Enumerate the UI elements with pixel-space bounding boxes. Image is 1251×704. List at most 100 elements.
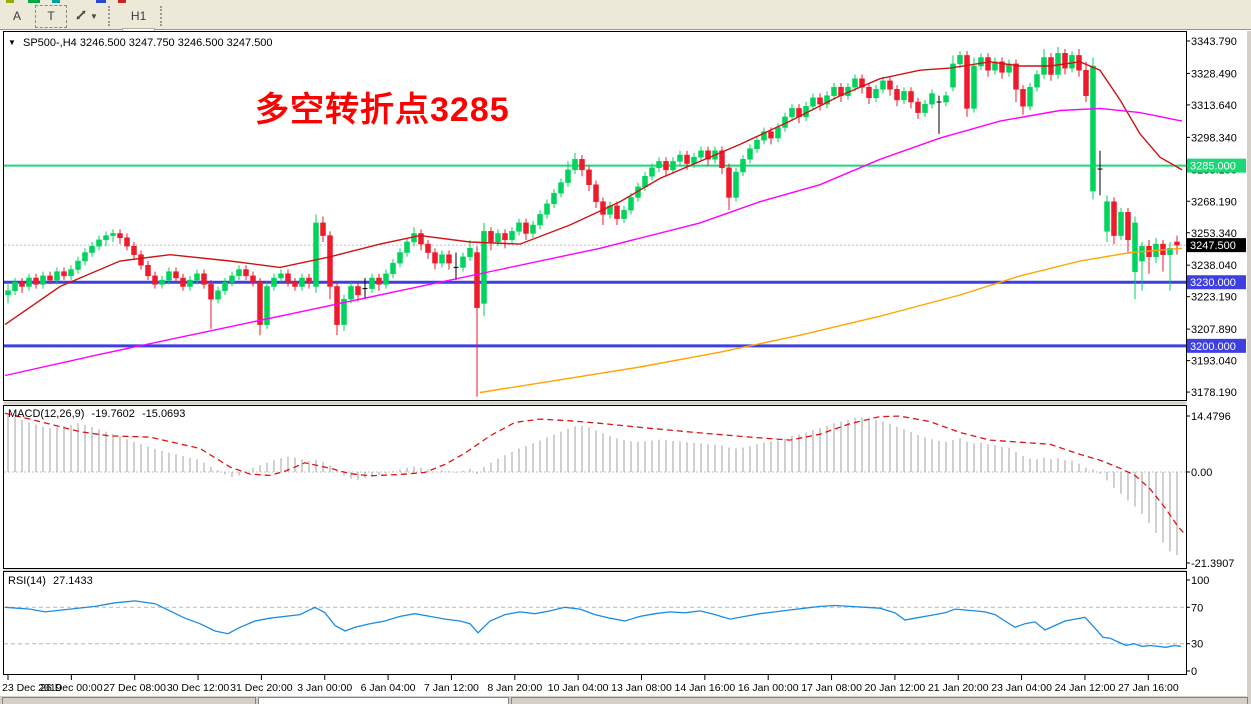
- rsi-panel[interactable]: [3, 571, 1187, 675]
- rsi-value: 27.1433: [52, 575, 93, 587]
- price-axis[interactable]: 3343.7903328.4903313.6403298.3403283.190…: [1186, 36, 1246, 678]
- candle-bear: [19, 277, 25, 293]
- candle-bear: [418, 229, 424, 251]
- text-tool-button[interactable]: T: [35, 4, 67, 28]
- candle-bull: [1090, 57, 1096, 200]
- current-price-badge: 3247.500: [1187, 238, 1246, 253]
- candle-bear: [866, 82, 872, 105]
- price-tick-label: 3298.340: [1191, 132, 1237, 144]
- candle-bear: [124, 233, 130, 251]
- rsi-axis-label: 30: [1191, 639, 1203, 651]
- candle-bull: [943, 91, 949, 107]
- candle-bull: [369, 273, 375, 293]
- candle-bear: [1083, 61, 1089, 103]
- candle-bull: [460, 252, 466, 272]
- macd-panel[interactable]: [3, 405, 1187, 569]
- text-label-tool-button[interactable]: A: [12, 9, 21, 23]
- toolbar-grip-handle[interactable]: [107, 6, 117, 26]
- time-axis-label: 27 Dec 08:00: [103, 682, 166, 694]
- candle-bull: [390, 258, 396, 278]
- candle-bull: [264, 282, 270, 329]
- time-axis-label: 10 Jan 04:00: [548, 682, 609, 694]
- candle-bull: [929, 89, 935, 109]
- candle-bear: [33, 273, 39, 289]
- price-tick-label: 3193.040: [1191, 356, 1237, 368]
- candle-bull: [194, 269, 200, 285]
- main-chart-area[interactable]: [3, 31, 1187, 401]
- candle-bull: [439, 250, 445, 268]
- candle-bull: [733, 167, 739, 202]
- candle-bear: [432, 248, 438, 270]
- price-level-badge: 3200.000: [1187, 338, 1246, 353]
- candle-bear: [180, 273, 186, 291]
- chart-tab[interactable]: [2, 697, 256, 704]
- collapse-triangle-icon[interactable]: ▼: [8, 38, 16, 47]
- candle-bull: [509, 227, 515, 245]
- diagonal-arrows-icon: [74, 8, 88, 25]
- candle-bear: [593, 180, 599, 209]
- candle-bull: [341, 294, 347, 331]
- candle-bull: [761, 127, 767, 145]
- clipped-toolbar-icon: [6, 0, 14, 3]
- candle-bear: [579, 155, 585, 177]
- ohlc-values: 3246.500 3247.750 3246.500 3247.500: [79, 37, 273, 49]
- candle-bull: [12, 277, 18, 295]
- price-tick-label: 3223.190: [1191, 292, 1237, 304]
- candle-doji: [1097, 150, 1103, 196]
- time-axis-label: 31 Dec 20:00: [230, 682, 293, 694]
- candle-bull: [1034, 70, 1040, 92]
- candle-bull: [551, 188, 557, 209]
- candle-bear: [131, 241, 137, 259]
- toolbar-grip-handle[interactable]: [160, 6, 169, 26]
- candle-bull: [166, 267, 172, 285]
- candle-bull: [971, 57, 977, 113]
- candle-bear: [1174, 235, 1180, 255]
- candle-bear: [47, 271, 53, 285]
- candle-bull: [1132, 216, 1138, 300]
- candle-bear: [502, 229, 508, 249]
- candle-bear: [999, 57, 1005, 79]
- macd-axis-label: 0.00: [1191, 467, 1212, 479]
- candle-doji: [936, 95, 942, 134]
- candle-bull: [628, 193, 634, 215]
- candle-bull: [103, 231, 109, 247]
- candle-bear: [173, 267, 179, 283]
- candle-bull: [5, 284, 11, 304]
- chart-tab[interactable]: [511, 697, 1248, 704]
- time-axis-label: 3 Jan 00:00: [297, 682, 352, 694]
- panel-splitter[interactable]: [3, 401, 1187, 405]
- candle-bull: [922, 99, 928, 117]
- time-axis-label: 13 Jan 08:00: [611, 682, 672, 694]
- ma-fast-line: [4, 61, 1183, 326]
- timeframe-button-h1[interactable]: H1: [130, 9, 147, 23]
- price-tick-label: 3313.640: [1191, 100, 1237, 112]
- rsi-chart: [4, 600, 1186, 648]
- candle-bull: [299, 273, 305, 291]
- price-tick-label: 3253.340: [1191, 228, 1237, 240]
- candle-bull: [978, 53, 984, 71]
- chart-tab[interactable]: [258, 697, 509, 704]
- candle-bull: [649, 163, 655, 181]
- price-tick-label: 3268.190: [1191, 196, 1237, 208]
- candle-bear: [726, 163, 732, 211]
- price-tick-label: 3178.190: [1191, 387, 1237, 399]
- candle-bull: [1069, 51, 1075, 73]
- candle-bull: [89, 241, 95, 257]
- time-axis-label: 23 Dec 2019: [2, 682, 62, 694]
- panel-splitter[interactable]: [3, 569, 1187, 572]
- svg-text:3200.000: 3200.000: [1190, 341, 1236, 353]
- candle-bear: [488, 227, 494, 251]
- candle-bull: [68, 265, 74, 281]
- candle-bull: [75, 256, 81, 274]
- candle-bear: [614, 201, 620, 225]
- candle-bull: [810, 93, 816, 111]
- chart-annotation-text[interactable]: 多空转折点3285: [255, 91, 510, 129]
- candle-bear: [250, 271, 256, 287]
- candle-bull: [880, 76, 886, 94]
- candle-bull: [348, 282, 354, 304]
- cursor-tool-button[interactable]: ▼: [69, 5, 103, 28]
- clipped-toolbar-icon: [96, 0, 106, 3]
- main-chart: [4, 46, 1186, 397]
